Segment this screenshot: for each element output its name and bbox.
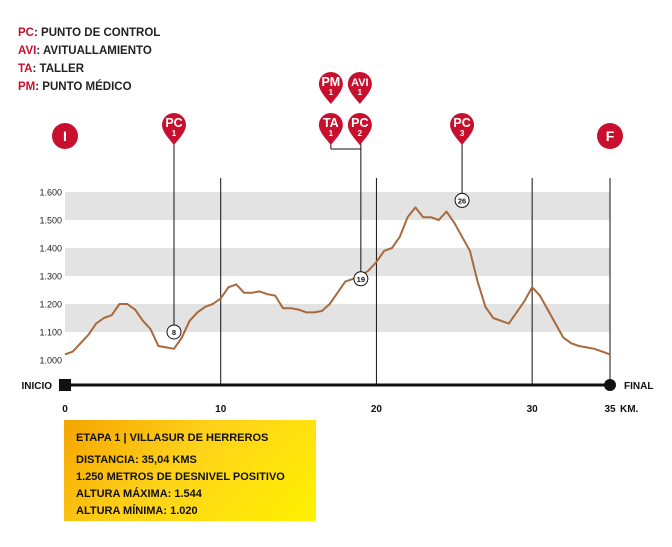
km-marker-circle (353, 271, 369, 287)
elevation-profile-line (64, 206, 611, 356)
pin-ta-1: TA1 (318, 113, 343, 145)
pin-shape (318, 113, 343, 145)
pin-type-label: AVI (351, 77, 369, 89)
pin-number-label: 1 (329, 129, 334, 138)
legend-text: PUNTO MÉDICO (42, 81, 132, 93)
legend-text: TALLER (39, 63, 85, 75)
x-tick-label: 30 (527, 404, 539, 415)
legend-sep: : (33, 27, 38, 39)
start-marker-circle (52, 123, 78, 149)
x-tick-label: 10 (215, 404, 227, 415)
finish-marker-circle (597, 123, 623, 149)
y-tick-label: 1.200 (39, 300, 62, 310)
legend-abbr: AVI (18, 45, 37, 57)
pin-number-label: 3 (460, 129, 465, 138)
legend-text: PUNTO DE CONTROL (41, 27, 161, 39)
km-marker-circle (454, 192, 470, 208)
pin-shape (347, 72, 372, 104)
y-tick-label: 1.500 (39, 216, 62, 226)
pin-pm-1: PM1 (318, 72, 343, 104)
stage-min-altitude: ALTURA MÍNIMA: 1.020 (76, 505, 198, 517)
legend-abbr: PC (18, 27, 34, 39)
legend-sep: : (35, 81, 40, 93)
km-marker-label: 26 (458, 196, 466, 205)
km-marker-label: 19 (357, 275, 365, 284)
y-tick-label: 1.100 (39, 328, 62, 338)
x-tick-label: 35 (604, 404, 616, 415)
legend-text: AVITUALLAMIENTO (42, 45, 152, 57)
start-marker-label: I (63, 128, 67, 144)
legend: PC: PUNTO DE CONTROL AVI: AVITUALLAMIENT… (18, 24, 160, 96)
pin-type-label: PC (351, 116, 368, 130)
km-marker: 26 (454, 192, 470, 208)
y-tick-label: 1.300 (39, 272, 62, 282)
pin-shape (162, 113, 186, 145)
legend-abbr: PM (18, 81, 36, 93)
pin-pc-2: PC2 (347, 113, 372, 145)
pin-number-label: 2 (358, 129, 363, 138)
stage-title: ETAPA 1 | VILLASUR DE HERREROS (76, 432, 269, 444)
grid-band (65, 192, 610, 220)
legend-item-ta: TA: TALLER (18, 60, 160, 78)
y-tick-label: 1.000 (39, 356, 62, 366)
pin-shape (347, 113, 372, 145)
legend-item-pc: PC: PUNTO DE CONTROL (18, 24, 160, 42)
stage-max-altitude: ALTURA MÁXIMA: 1.544 (76, 488, 202, 500)
pin-number-label: 1 (358, 88, 363, 97)
axis-start-label: INICIO (21, 381, 52, 392)
pin-type-label: PM (321, 75, 340, 89)
grid-band (65, 248, 610, 276)
finish-dot-icon (604, 379, 616, 391)
legend-sep: : (32, 63, 37, 75)
x-tick-label: 20 (371, 404, 383, 415)
legend-item-pm: PM: PUNTO MÉDICO (18, 78, 160, 96)
legend-sep: : (36, 45, 41, 57)
pin-shape (450, 113, 475, 145)
legend-item-avi: AVI: AVITUALLAMIENTO (18, 42, 160, 60)
stage-info-box: ETAPA 1 | VILLASUR DE HERREROS DISTANCIA… (64, 420, 316, 521)
pin-number-label: 1 (329, 88, 334, 97)
finish-marker-label: F (606, 128, 615, 144)
stage-elevation-gain: 1.250 METROS DE DESNIVEL POSITIVO (76, 471, 285, 483)
axis-end-label: FINAL (624, 381, 653, 392)
legend-abbr: TA (18, 63, 33, 75)
pin-pc-1: PC1 (162, 113, 186, 145)
start-marker: I (52, 123, 78, 149)
pin-shape (318, 72, 343, 104)
pin-type-label: TA (323, 116, 339, 130)
km-marker-label: 8 (172, 328, 176, 337)
km-marker: 19 (353, 271, 369, 287)
start-square-icon (59, 379, 71, 391)
grid-band (65, 304, 610, 332)
x-tick-label: 0 (62, 404, 68, 415)
pin-number-label: 1 (172, 129, 177, 138)
x-unit-label: KM. (620, 404, 639, 415)
pin-type-label: PC (165, 116, 182, 130)
y-tick-label: 1.400 (39, 244, 62, 254)
pin-pc-3: PC3 (450, 113, 475, 145)
y-tick-label: 1.600 (39, 188, 62, 198)
km-marker-circle (166, 324, 182, 340)
stage-distance: DISTANCIA: 35,04 KMS (76, 454, 197, 466)
pin-type-label: PC (453, 116, 470, 130)
km-marker: 8 (166, 324, 182, 340)
finish-marker: F (597, 123, 623, 149)
